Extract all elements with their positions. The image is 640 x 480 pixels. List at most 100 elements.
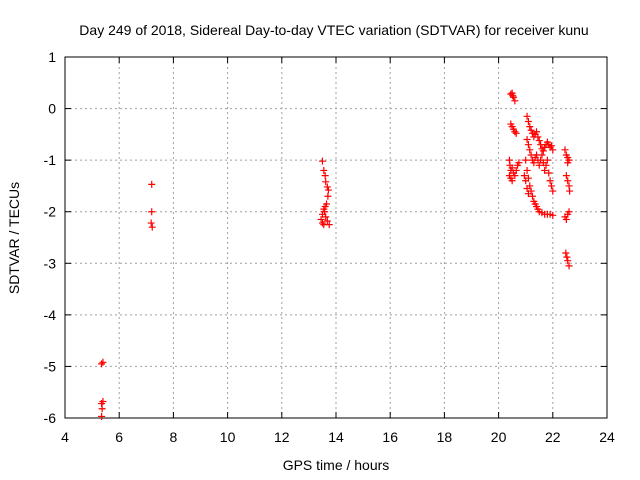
data-point (524, 190, 532, 198)
x-tick-label: 4 (61, 429, 69, 445)
data-point (321, 203, 329, 211)
data-point (317, 215, 325, 223)
data-point (565, 262, 573, 270)
data-point (98, 360, 106, 368)
data-point (321, 172, 329, 180)
data-point (324, 186, 332, 194)
data-point (318, 157, 326, 165)
data-point (522, 177, 530, 185)
data-point (549, 146, 557, 154)
data-point (511, 172, 519, 180)
data-point (320, 221, 328, 229)
y-tick-label: -5 (44, 358, 57, 374)
data-point (535, 161, 543, 169)
data-point (148, 223, 156, 231)
data-point (523, 136, 531, 144)
data-point (512, 129, 520, 137)
data-point (98, 412, 106, 420)
data-point (523, 112, 531, 120)
x-tick-label: 22 (545, 429, 561, 445)
data-point (564, 177, 572, 185)
data-point (562, 215, 570, 223)
data-point (98, 405, 106, 413)
y-tick-label: -2 (44, 204, 57, 220)
data-point (511, 128, 519, 136)
data-point (512, 166, 520, 174)
data-point (527, 126, 535, 134)
data-point (510, 93, 518, 101)
data-point (543, 156, 551, 164)
data-point (541, 166, 549, 174)
data-point (563, 253, 571, 261)
data-point (148, 208, 156, 216)
data-point (318, 219, 326, 227)
data-point (324, 192, 332, 200)
data-point (564, 159, 572, 167)
data-point (533, 128, 541, 136)
data-point (322, 178, 330, 186)
data-point (99, 397, 107, 405)
data-point (509, 92, 517, 100)
data-point (564, 257, 572, 265)
y-tick-label: -6 (44, 410, 57, 426)
data-point (524, 141, 532, 149)
y-tick-label: -4 (44, 307, 57, 323)
x-tick-label: 20 (491, 429, 507, 445)
data-point (566, 187, 574, 195)
x-tick-label: 8 (170, 429, 178, 445)
y-tick-label: 1 (48, 49, 56, 65)
x-tick-labels: 4 6 8 10 12 14 16 18 20 22 24 (61, 429, 615, 445)
data-point (515, 159, 523, 167)
y-tick-labels: 1 0 -1 -2 -3 -4 -5 -6 (44, 49, 57, 426)
data-point (508, 177, 516, 185)
y-tick-label: -1 (44, 152, 57, 168)
data-point (526, 123, 534, 131)
x-tick-label: 6 (115, 429, 123, 445)
x-tick-label: 16 (382, 429, 398, 445)
x-tick-label: 24 (599, 429, 615, 445)
data-point (538, 151, 546, 159)
x-tick-label: 12 (274, 429, 290, 445)
data-point (520, 172, 528, 180)
data-point (508, 164, 516, 172)
data-point (547, 182, 555, 190)
data-point (542, 161, 550, 169)
data-point (323, 217, 331, 225)
data-point (523, 166, 531, 174)
data-point (549, 211, 557, 219)
data-point (99, 358, 107, 366)
data-point (523, 185, 531, 193)
data-point (147, 219, 155, 227)
data-point (528, 192, 536, 200)
grid-lines (65, 57, 607, 418)
data-point (322, 213, 330, 221)
data-point (323, 183, 331, 191)
data-point (546, 177, 554, 185)
x-tick-label: 18 (437, 429, 453, 445)
x-tick-label: 14 (328, 429, 344, 445)
data-point (562, 172, 570, 180)
data-point (320, 166, 328, 174)
data-point (534, 133, 542, 141)
data-point (535, 137, 543, 145)
plot-frame (64, 56, 608, 419)
data-point (530, 159, 538, 167)
x-axis-label: GPS time / hours (283, 457, 390, 473)
data-point (511, 97, 519, 105)
data-point (526, 146, 534, 154)
data-points (98, 89, 574, 420)
data-point (524, 117, 532, 125)
data-point (547, 142, 555, 150)
y-axis-label: SDTVAR / TECUs (6, 182, 22, 294)
data-point (561, 146, 569, 154)
data-point (148, 180, 156, 188)
data-point (539, 147, 547, 155)
x-tick-label: 10 (220, 429, 236, 445)
data-point (549, 187, 557, 195)
data-point (522, 156, 530, 164)
chart-title: Day 249 of 2018, Sidereal Day-to-day VTE… (79, 22, 588, 38)
y-tick-label: 0 (48, 101, 56, 117)
data-point (545, 169, 553, 177)
data-point (565, 208, 573, 216)
